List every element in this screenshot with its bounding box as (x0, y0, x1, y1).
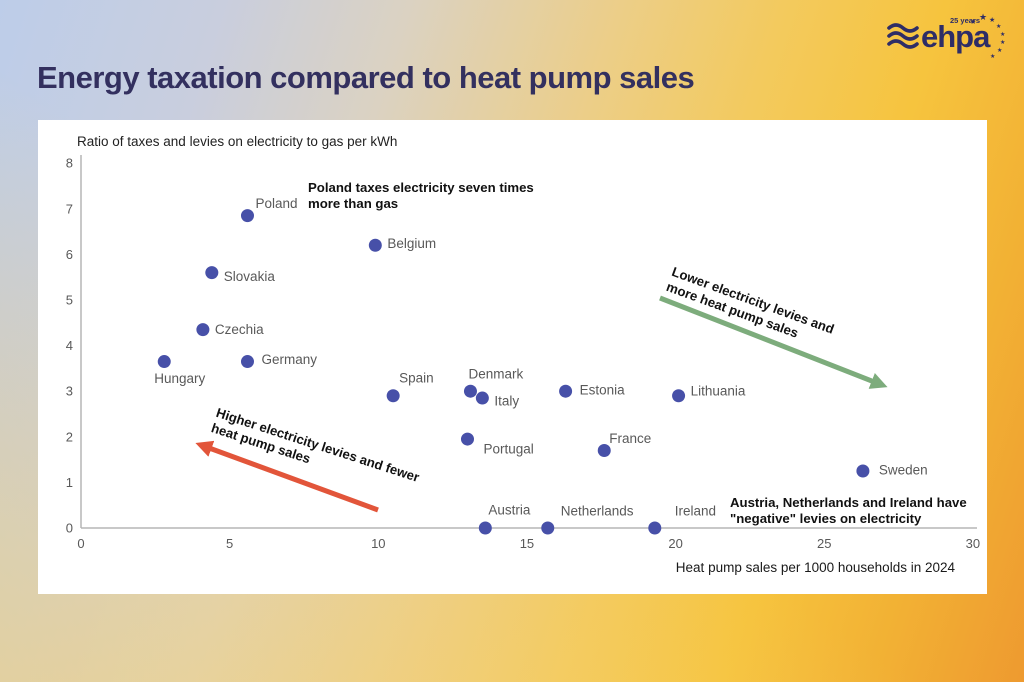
point-label-belgium: Belgium (387, 236, 436, 251)
chart-title: Ratio of taxes and levies on electricity… (77, 134, 398, 149)
svg-text:★: ★ (990, 53, 995, 60)
data-point-ireland (648, 521, 662, 535)
point-label-sweden: Sweden (879, 463, 928, 478)
point-label-slovakia: Slovakia (224, 269, 276, 284)
y-tick-label-0: 0 (66, 521, 73, 536)
x-tick-label-25: 25 (817, 536, 831, 551)
svg-text:★: ★ (1000, 31, 1005, 38)
x-tick-label-10: 10 (371, 536, 385, 551)
y-tick-label-4: 4 (66, 338, 73, 353)
data-point-austria (478, 521, 492, 535)
svg-text:★: ★ (979, 12, 987, 22)
logo-brand: ehpa (921, 19, 991, 54)
y-tick-label-8: 8 (66, 156, 73, 171)
data-point-estonia (559, 384, 573, 398)
svg-text:★: ★ (996, 23, 1001, 30)
x-tick-label-20: 20 (668, 536, 682, 551)
point-label-france: France (609, 431, 651, 446)
x-tick-label-30: 30 (966, 536, 980, 551)
y-tick-label-1: 1 (66, 475, 73, 490)
data-point-italy (475, 391, 489, 405)
y-tick-label-3: 3 (66, 384, 73, 399)
point-label-italy: Italy (494, 394, 519, 409)
data-point-denmark (463, 384, 477, 398)
y-tick-label-6: 6 (66, 247, 73, 262)
scatter-plot: 0 1 2 3 4 5 6 7 8 0 5 10 15 20 25 30 Poland Belgium Slovak… (66, 155, 980, 551)
annotation-negative-levies: Austria, Netherlands and Ireland have "n… (730, 495, 967, 526)
point-label-poland: Poland (255, 196, 297, 211)
point-label-ireland: Ireland (675, 504, 716, 519)
point-label-germany: Germany (261, 352, 317, 367)
annotation-poland: Poland taxes electricity seven times mor… (308, 180, 534, 211)
data-point-germany (240, 355, 254, 369)
x-tick-label-0: 0 (77, 536, 84, 551)
point-label-czechia: Czechia (215, 322, 264, 337)
eu-stars-icon: ★ ★ ★ ★ ★ ★ ★ ★ (970, 12, 1005, 60)
data-point-slovakia (205, 266, 219, 280)
point-label-austria: Austria (488, 503, 531, 518)
point-label-denmark: Denmark (468, 367, 523, 382)
point-label-netherlands: Netherlands (561, 504, 634, 519)
svg-text:★: ★ (970, 18, 976, 26)
y-tick-label-7: 7 (66, 201, 73, 216)
higher-levies-arrow (195, 440, 379, 513)
lower-levies-arrow (659, 295, 888, 389)
data-point-czechia (196, 323, 210, 337)
data-point-netherlands (541, 521, 555, 535)
data-point-belgium (368, 238, 382, 252)
waves-icon (887, 23, 919, 49)
svg-text:★: ★ (997, 47, 1002, 54)
data-point-lithuania (672, 389, 686, 403)
y-tick-label-5: 5 (66, 293, 73, 308)
page-title: Energy taxation compared to heat pump sa… (37, 60, 695, 95)
data-point-portugal (460, 432, 474, 446)
data-point-poland (240, 209, 254, 223)
ehpa-logo: ehpa 25 years ★ ★ ★ ★ ★ ★ ★ ★ (887, 12, 1005, 60)
x-axis-label: Heat pump sales per 1000 households in 2… (675, 560, 955, 575)
point-label-estonia: Estonia (580, 383, 626, 398)
data-point-hungary (157, 355, 171, 369)
data-point-sweden (856, 464, 870, 478)
x-tick-label-5: 5 (226, 536, 233, 551)
data-point-spain (386, 389, 400, 403)
data-point-france (597, 443, 611, 457)
point-label-lithuania: Lithuania (691, 383, 746, 398)
point-label-portugal: Portugal (483, 442, 533, 457)
chart-panel: Ratio of taxes and levies on electricity… (38, 120, 987, 594)
y-tick-label-2: 2 (66, 429, 73, 444)
logo-tagline: 25 years (950, 16, 980, 25)
svg-text:★: ★ (1000, 39, 1005, 46)
svg-text:★: ★ (989, 16, 995, 24)
x-tick-label-15: 15 (520, 536, 534, 551)
point-label-hungary: Hungary (154, 371, 205, 386)
point-label-spain: Spain (399, 370, 434, 385)
